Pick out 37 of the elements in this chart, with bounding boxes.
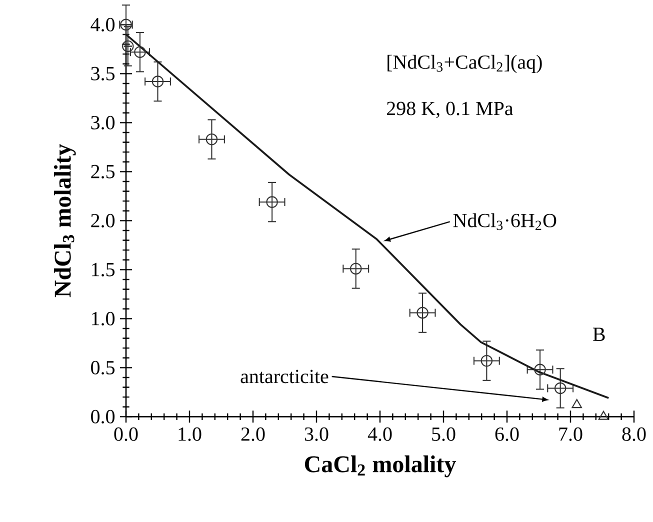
y-tick-label: 4.0: [90, 18, 115, 32]
x-tick-label: 3.0: [304, 427, 328, 441]
y-tick-label: 3.0: [91, 116, 115, 130]
x-tick-label: 4.0: [368, 427, 392, 441]
point: [572, 399, 582, 408]
y-tick-label: 2.0: [91, 214, 115, 228]
annotation: 298 K, 0.1 MPa: [386, 102, 514, 118]
point: [480, 354, 493, 367]
annotation: B: [592, 328, 605, 341]
point: [554, 382, 566, 394]
x-tick-label: 1.0: [178, 427, 202, 441]
point: [534, 364, 546, 376]
x-tick-label: 2.0: [241, 427, 265, 441]
y-tick-label: 0.0: [91, 410, 115, 424]
point: [266, 196, 278, 208]
x-tick-label: 7.0: [559, 427, 582, 441]
point: [134, 46, 146, 58]
annotation: NdCl$_{3}$·6H$_{2}$O: [453, 213, 556, 230]
x-axis-title: CaCl$_{2}$ molality: [304, 455, 456, 478]
y-axis-title: NdCl$_{3}$ molality: [54, 144, 76, 298]
x-tick-label: 5.0: [432, 427, 456, 441]
y-tick-label: 3.5: [91, 66, 115, 80]
y-tick-label: 1.0: [92, 312, 115, 326]
x-tick-label: 6.0: [495, 427, 519, 441]
point: [152, 76, 164, 88]
annotation: [NdCl$_{3}$+CaCl$_{2}$](aq): [388, 54, 542, 73]
point: [416, 306, 428, 319]
point: [206, 133, 218, 146]
y-tick-label: 2.5: [91, 164, 115, 178]
y-tick-label: 1.5: [92, 262, 115, 276]
point: [350, 262, 362, 275]
line-series: [125, 34, 610, 399]
annotation: antarcticite: [240, 370, 328, 384]
point: [598, 410, 609, 420]
x-tick-label: 8.0: [622, 427, 646, 441]
x-tick-label: 0.0: [114, 427, 138, 441]
y-tick-label: 0.5: [91, 360, 115, 374]
